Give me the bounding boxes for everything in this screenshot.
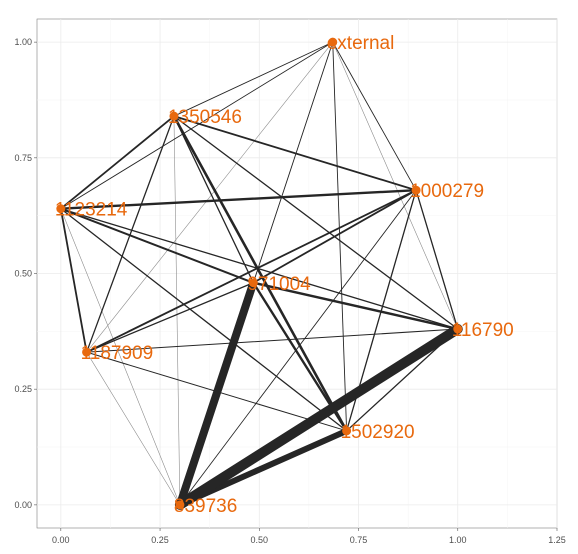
- node-label-1187909: 1187909: [81, 343, 154, 364]
- edge-1350546-971004: [173, 115, 254, 284]
- edge-1000279-116790: [415, 189, 459, 330]
- edge-1350546-1502920: [172, 114, 348, 433]
- edge-1350546-1000279: [173, 115, 417, 192]
- node-labels: external 1350546 1000279 1123214 971004 11679…: [55, 33, 514, 517]
- edge-1123214-839736: [60, 208, 181, 506]
- x-tick-label: 1.00: [449, 535, 467, 545]
- edge-1000279-839736: [179, 189, 417, 506]
- node-1350546: [169, 111, 179, 121]
- edge-external-1123214: [60, 41, 334, 210]
- edge-116790-839736: [174, 324, 463, 510]
- grid-lines: [37, 19, 558, 528]
- edge-1123214-1187909: [59, 207, 88, 354]
- edge-1350546-116790: [173, 115, 459, 330]
- node-label-1350546: 1350546: [168, 107, 242, 128]
- edge-1187909-839736: [86, 351, 181, 506]
- edge-external-1000279: [332, 41, 417, 191]
- y-tick-label: 0.75: [14, 153, 32, 163]
- x-tick-label: 0.50: [251, 535, 269, 545]
- y-tick-label: 0.50: [14, 269, 32, 279]
- edge-971004-116790: [252, 281, 459, 331]
- edge-971004-839736: [175, 278, 258, 509]
- edge-1123214-116790: [60, 208, 459, 330]
- nodes: [56, 37, 463, 510]
- edge-external-971004: [252, 41, 334, 284]
- edge-971004-1187909: [85, 282, 254, 353]
- x-tick-label: 1.25: [548, 535, 566, 545]
- edge-external-1350546: [173, 41, 334, 117]
- edge-1000279-1187909: [85, 189, 417, 354]
- node-label-external: external: [327, 33, 395, 54]
- node-label-116790: 116790: [452, 320, 514, 341]
- y-tick-label: 0.25: [14, 384, 32, 394]
- edges: [59, 41, 463, 510]
- node-116790: [453, 324, 463, 334]
- x-tick-label: 0.00: [52, 535, 70, 545]
- edge-116790-1187909: [86, 328, 459, 353]
- x-tick-label: 0.75: [350, 535, 368, 545]
- edge-external-1187909: [86, 41, 334, 353]
- node-971004: [248, 278, 258, 288]
- node-external: [328, 37, 338, 47]
- y-tick-label: 1.00: [14, 37, 32, 47]
- edge-1350546-1187909: [85, 115, 175, 353]
- edge-external-116790: [332, 41, 459, 330]
- edge-1000279-971004: [252, 189, 417, 284]
- x-tick-label: 0.25: [151, 535, 169, 545]
- y-tick-label: 0.00: [14, 500, 32, 510]
- node-label-1123214: 1123214: [55, 200, 128, 221]
- node-label-839736: 839736: [174, 496, 237, 517]
- node-label-971004: 971004: [247, 274, 311, 295]
- node-1187909: [82, 347, 92, 357]
- node-1502920: [342, 426, 352, 436]
- node-label-1000279: 1000279: [410, 181, 484, 202]
- axes: 0.00 0.25 0.50 0.75 1.00 1.25 0.00 0.25 0.50 0.75…: [14, 37, 565, 545]
- edge-1350546-839736: [173, 115, 181, 506]
- node-1123214: [56, 204, 66, 214]
- edge-external-1502920: [332, 41, 348, 432]
- edge-1123214-1000279: [59, 189, 418, 210]
- node-label-1502920: 1502920: [341, 422, 415, 443]
- edge-1123214-971004: [59, 207, 255, 284]
- node-839736: [175, 500, 185, 510]
- node-1000279: [411, 185, 421, 195]
- edge-1350546-1123214: [59, 115, 175, 210]
- edge-1123214-1502920: [60, 208, 348, 432]
